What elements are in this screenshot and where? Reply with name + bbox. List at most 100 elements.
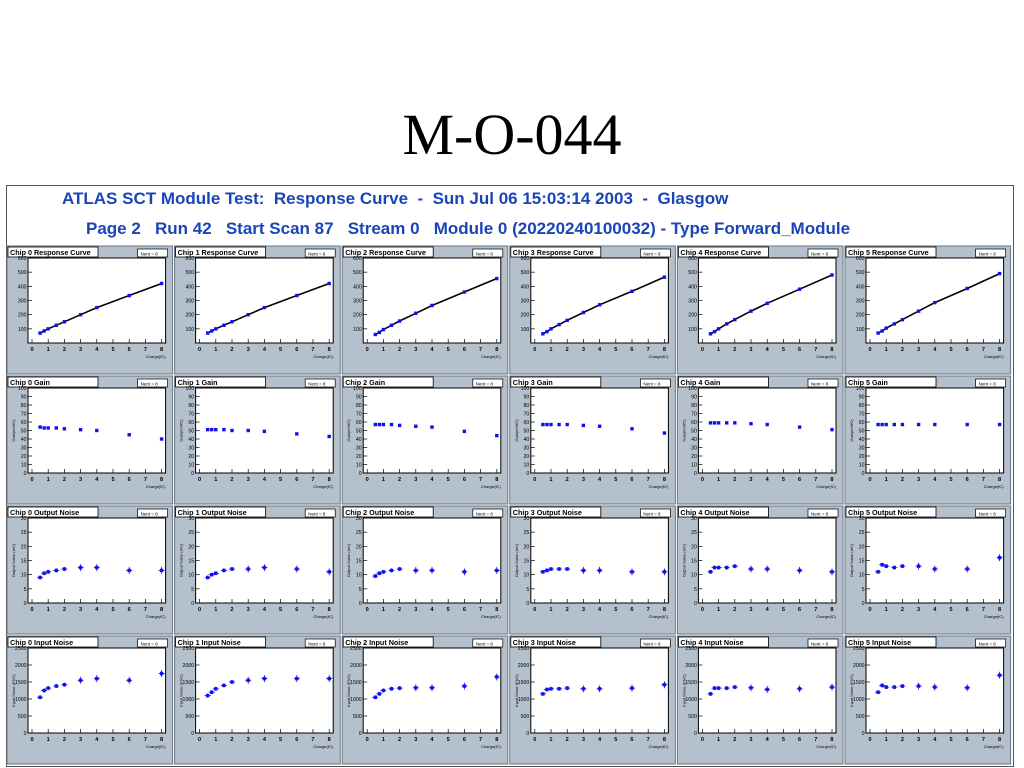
data-point <box>206 693 210 698</box>
x-tick-label: 2 <box>398 607 401 613</box>
data-point <box>765 301 769 306</box>
x-tick-label: 6 <box>966 737 969 743</box>
y-tick-label: 40 <box>356 437 362 443</box>
x-axis-label: Charge(fC) <box>649 614 669 619</box>
data-point <box>62 427 67 431</box>
x-axis-label: Charge(fC) <box>313 744 333 749</box>
data-point <box>381 422 386 427</box>
data-point <box>262 429 267 434</box>
data-point <box>495 675 499 679</box>
data-point <box>210 329 214 333</box>
x-tick-label: 6 <box>798 607 801 613</box>
data-point <box>397 567 402 571</box>
plot-frame <box>530 387 669 474</box>
stat-box-label: Nent = 8 <box>308 512 326 517</box>
y-tick-label: 100 <box>856 386 865 392</box>
x-tick-label: 0 <box>30 607 33 613</box>
x-axis-label: Charge(fC) <box>313 484 333 489</box>
y-tick-label: 50 <box>859 429 865 435</box>
y-tick-label: 20 <box>524 454 530 460</box>
chart-panel: Chip 5 Output Noise Nent = 8 Output Noise … <box>844 505 1012 635</box>
stat-box-label: Nent = 8 <box>308 642 326 647</box>
y-tick-label: 25 <box>859 530 865 536</box>
data-point <box>295 293 299 298</box>
x-tick-label: 4 <box>430 477 434 483</box>
stat-box <box>304 378 336 388</box>
chart-title-box <box>342 246 434 258</box>
y-tick-label: 60 <box>524 420 530 426</box>
y-tick-label: 80 <box>356 403 362 409</box>
data-point <box>997 555 1002 560</box>
chart-title-box <box>678 376 769 388</box>
y-tick-label: 300 <box>856 299 865 305</box>
y-tick-label: 10 <box>21 463 27 469</box>
data-point <box>965 567 969 571</box>
plot-frame <box>27 647 167 734</box>
data-point <box>397 686 402 690</box>
data-point <box>712 565 717 570</box>
x-tick-label: 0 <box>366 737 369 743</box>
data-point <box>78 427 83 432</box>
data-point <box>38 575 42 580</box>
data-point <box>597 568 602 573</box>
stat-box <box>137 378 168 388</box>
data-point <box>797 687 802 691</box>
y-tick-label: 0 <box>862 471 865 477</box>
y-tick-label: 25 <box>21 530 27 536</box>
stat-box-label: Nent = 8 <box>979 252 997 257</box>
data-point <box>712 421 717 425</box>
y-tick-label: 600 <box>688 256 697 262</box>
data-point <box>565 422 569 427</box>
chart-panel: Chip 4 Input Noise Nent = 8 Input Noise (E… <box>676 635 844 765</box>
data-point <box>892 685 896 689</box>
x-tick-label: 7 <box>144 607 147 613</box>
y-tick-label: 100 <box>521 386 530 392</box>
chart-title: Chip 2 Input Noise <box>345 638 408 647</box>
data-point <box>389 422 394 427</box>
x-tick-label: 6 <box>463 477 466 483</box>
data-point <box>565 567 569 571</box>
y-tick-label: 10 <box>21 573 27 579</box>
data-point <box>377 692 382 696</box>
y-tick-label: 0 <box>191 601 194 607</box>
y-axis-label: Gain(mV/fC) <box>681 419 686 442</box>
data-point <box>892 322 896 326</box>
y-tick-label: 10 <box>188 573 194 579</box>
x-tick-label: 0 <box>198 477 201 483</box>
x-tick-label: 0 <box>30 347 33 353</box>
x-tick-label: 1 <box>717 737 720 743</box>
x-tick-label: 5 <box>111 477 114 483</box>
data-point <box>430 568 434 573</box>
y-tick-label: 400 <box>18 284 27 290</box>
data-point <box>159 671 164 676</box>
x-tick-label: 3 <box>247 347 250 353</box>
chart-panel: Chip 0 Gain Nent = 8Gain(mV/fC)0102030405… <box>6 375 174 505</box>
data-point <box>876 422 880 427</box>
stat-box-label: Nent = 8 <box>476 512 494 517</box>
stat-box <box>472 638 504 648</box>
x-tick-label: 0 <box>701 607 704 613</box>
y-tick-label: 200 <box>521 313 530 319</box>
stat-box <box>807 378 839 388</box>
x-tick-label: 0 <box>533 607 536 613</box>
y-tick-label: 300 <box>353 299 362 305</box>
x-tick-label: 4 <box>263 737 267 743</box>
y-tick-label: 90 <box>21 395 27 401</box>
data-point <box>712 329 717 334</box>
stat-box <box>975 378 1006 388</box>
plot-frame <box>195 517 334 604</box>
x-tick-label: 6 <box>128 477 131 483</box>
x-tick-label: 8 <box>998 607 1001 613</box>
data-point <box>54 426 58 430</box>
x-tick-label: 4 <box>263 347 267 353</box>
x-tick-label: 3 <box>917 347 920 353</box>
data-point <box>630 686 634 690</box>
x-tick-label: 4 <box>95 347 99 353</box>
x-tick-label: 3 <box>582 607 585 613</box>
y-tick-label: 90 <box>524 395 530 401</box>
chart-title-box <box>845 506 937 518</box>
data-point <box>708 692 713 696</box>
x-tick-label: 4 <box>430 737 434 743</box>
y-tick-label: 40 <box>188 437 194 443</box>
x-tick-label: 2 <box>398 347 401 353</box>
